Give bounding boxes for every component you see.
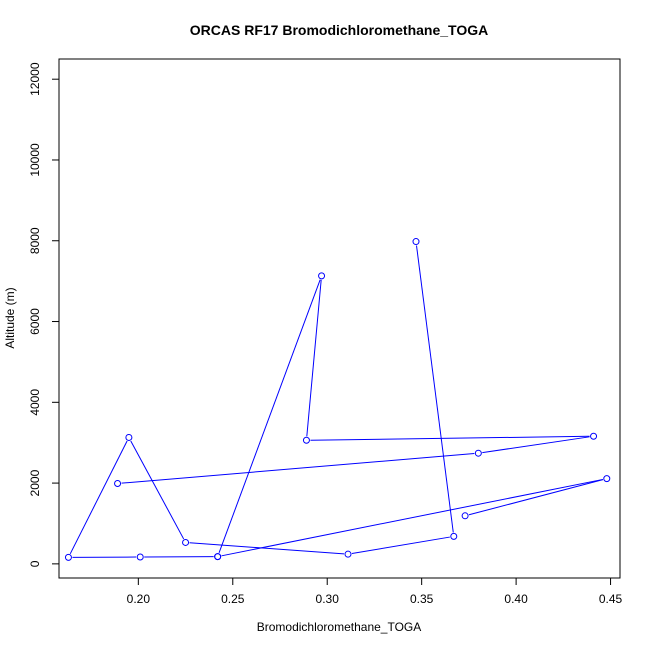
data-point [125, 433, 133, 441]
data-point [136, 553, 144, 561]
y-tick-label: 10000 [28, 143, 42, 177]
data-point [214, 553, 222, 561]
chart-title: ORCAS RF17 Bromodichloromethane_TOGA [190, 22, 488, 38]
series-segment [69, 440, 128, 555]
y-tick-label: 2000 [28, 469, 42, 496]
x-tick-label: 0.25 [221, 592, 245, 606]
data-point [344, 550, 352, 558]
data-point [461, 512, 469, 520]
data-point [318, 272, 326, 280]
y-tick-label: 6000 [28, 308, 42, 335]
x-tick-label: 0.45 [599, 592, 623, 606]
series-segment [189, 542, 345, 555]
y-axis-label: Altitude (m) [3, 287, 17, 348]
x-tick-label: 0.35 [410, 592, 434, 606]
data-point [590, 432, 598, 440]
series-layer [64, 238, 611, 561]
data-point [412, 238, 420, 246]
series-segment [121, 453, 475, 484]
y-axis: 0 2000 4000 6000 8000 10000 12000 [28, 62, 60, 567]
series-segment [221, 478, 603, 557]
series-segment [416, 245, 454, 533]
data-point [474, 449, 482, 457]
data-point [182, 538, 190, 546]
series-segment [218, 279, 321, 554]
series-segment [482, 436, 590, 454]
x-tick-label: 0.20 [127, 592, 151, 606]
y-tick-label: 12000 [28, 62, 42, 96]
data-point [302, 436, 310, 444]
data-point [64, 553, 72, 561]
x-axis-label: Bromodichloromethane_TOGA [257, 620, 422, 634]
series-segment [351, 536, 450, 555]
x-tick-label: 0.40 [504, 592, 528, 606]
series-segment [130, 440, 185, 540]
x-tick-label: 0.30 [316, 592, 340, 606]
data-point [603, 475, 611, 483]
plot-area-frame [58, 58, 621, 579]
data-point [114, 479, 122, 487]
series-segment [306, 279, 322, 437]
y-tick-label: 4000 [28, 389, 42, 416]
data-point [450, 532, 458, 540]
x-axis: 0.20 0.25 0.30 0.35 0.40 0.45 [127, 577, 623, 606]
series-segment [468, 479, 604, 516]
y-tick-label: 0 [28, 560, 42, 567]
y-tick-label: 8000 [28, 227, 42, 254]
series-segment [310, 435, 590, 441]
